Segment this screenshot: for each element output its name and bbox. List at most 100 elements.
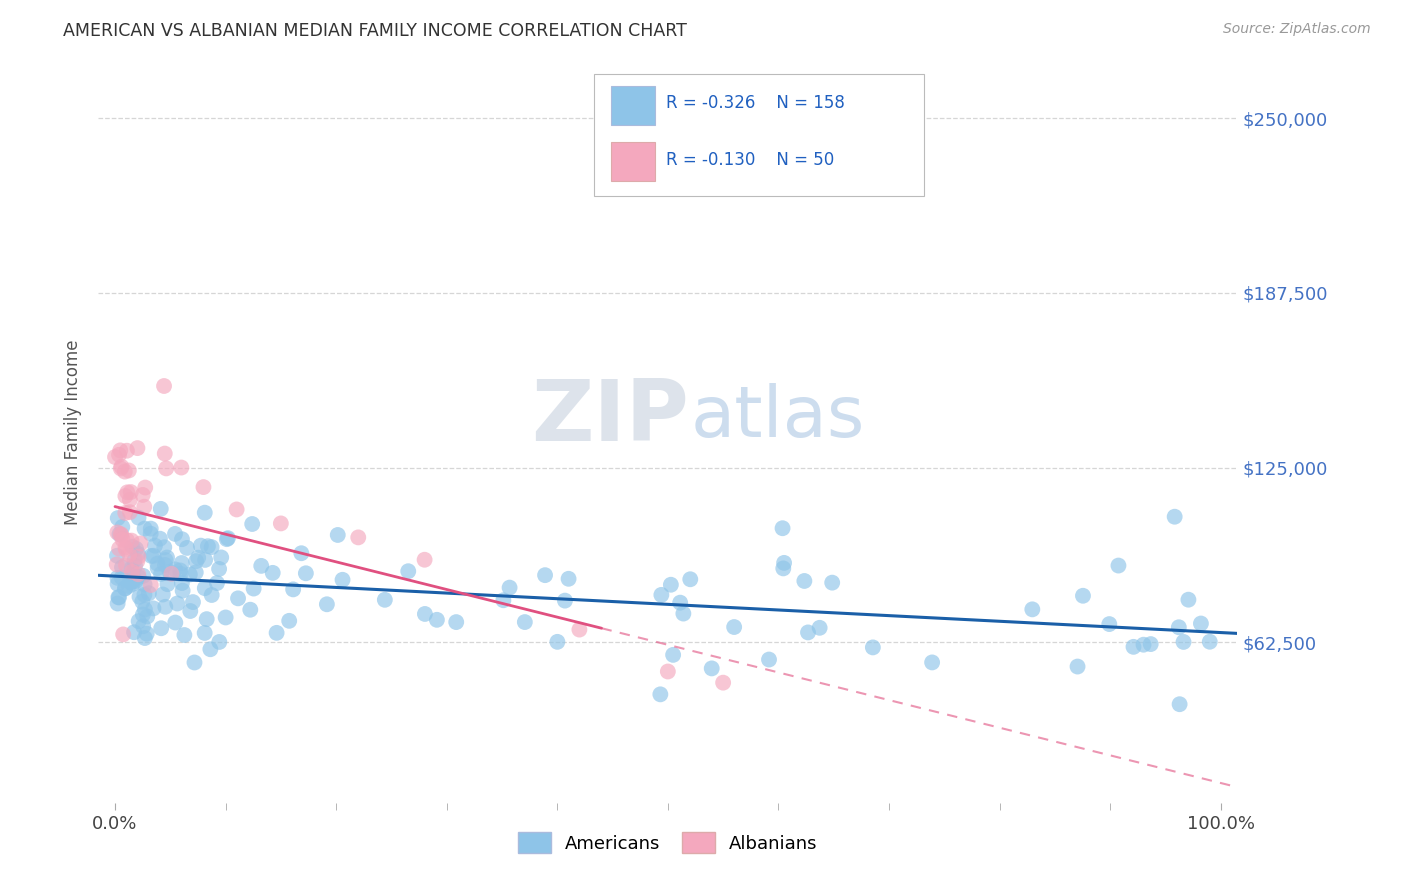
Point xyxy=(114,541,136,555)
Point xyxy=(723,620,745,634)
Point xyxy=(165,615,187,630)
Point xyxy=(290,546,312,560)
Point xyxy=(146,557,169,571)
Point xyxy=(146,561,169,575)
Point xyxy=(132,619,155,633)
Point xyxy=(1098,617,1121,632)
Point xyxy=(650,588,672,602)
Point xyxy=(672,607,695,621)
Point xyxy=(118,548,141,562)
Point xyxy=(332,573,354,587)
Point xyxy=(108,527,131,541)
Point xyxy=(121,574,143,589)
Point xyxy=(110,527,132,541)
Point xyxy=(659,578,682,592)
Point xyxy=(194,506,217,520)
Point xyxy=(679,572,702,586)
Text: AMERICAN VS ALBANIAN MEDIAN FAMILY INCOME CORRELATION CHART: AMERICAN VS ALBANIAN MEDIAN FAMILY INCOM… xyxy=(63,22,688,40)
Point xyxy=(129,536,152,550)
Point xyxy=(107,511,129,525)
Point xyxy=(115,542,138,557)
Point xyxy=(808,621,831,635)
Point xyxy=(112,627,135,641)
Point xyxy=(326,528,349,542)
Point xyxy=(114,506,136,520)
Point xyxy=(554,593,576,607)
Text: ZIP: ZIP xyxy=(531,376,689,459)
Point xyxy=(111,520,134,534)
Point xyxy=(105,558,128,572)
Point xyxy=(118,463,141,477)
Point xyxy=(498,581,520,595)
FancyBboxPatch shape xyxy=(593,73,924,195)
Point xyxy=(772,521,794,535)
Point xyxy=(124,574,146,589)
Point xyxy=(772,561,794,575)
Point xyxy=(201,540,224,554)
Point xyxy=(124,558,146,573)
Point xyxy=(132,569,155,583)
Point xyxy=(374,592,396,607)
Point xyxy=(208,635,231,649)
Point xyxy=(128,570,150,584)
Point xyxy=(115,533,138,548)
Point xyxy=(149,501,172,516)
Point xyxy=(190,539,212,553)
Point xyxy=(107,591,129,605)
Point xyxy=(132,607,155,622)
FancyBboxPatch shape xyxy=(612,87,655,125)
Text: R = -0.326    N = 158: R = -0.326 N = 158 xyxy=(665,95,845,112)
Point xyxy=(208,562,231,576)
Point xyxy=(226,591,249,606)
Point xyxy=(862,640,884,655)
Point xyxy=(115,558,138,573)
Point xyxy=(1177,592,1199,607)
Point xyxy=(413,553,436,567)
Point xyxy=(179,567,201,582)
Point xyxy=(347,530,370,544)
Point xyxy=(250,558,273,573)
Point xyxy=(239,603,262,617)
Point xyxy=(1173,635,1195,649)
Point xyxy=(242,582,264,596)
Point xyxy=(921,656,943,670)
Point xyxy=(118,574,141,589)
Point xyxy=(1107,558,1129,573)
Point xyxy=(127,441,149,455)
Point xyxy=(150,621,173,635)
Point xyxy=(821,575,844,590)
Point xyxy=(1122,640,1144,654)
Point xyxy=(169,564,191,578)
Point xyxy=(107,577,129,591)
Point xyxy=(139,522,162,536)
Point xyxy=(153,379,176,393)
Point xyxy=(149,532,172,546)
Point xyxy=(492,593,515,607)
Legend: Americans, Albanians: Americans, Albanians xyxy=(510,825,825,861)
Point xyxy=(240,516,263,531)
Point xyxy=(200,642,222,657)
Point xyxy=(201,588,224,602)
Point xyxy=(107,571,129,585)
Point xyxy=(160,566,183,581)
Point xyxy=(108,591,131,605)
Point xyxy=(152,587,174,601)
Point xyxy=(134,631,156,645)
Point xyxy=(1163,509,1185,524)
Point xyxy=(183,656,205,670)
Point xyxy=(194,626,217,640)
Point xyxy=(557,572,579,586)
Point xyxy=(138,586,160,600)
Point xyxy=(156,577,179,591)
Point xyxy=(270,516,292,531)
Point xyxy=(155,553,177,567)
Point xyxy=(122,625,145,640)
Point xyxy=(110,461,132,475)
Point xyxy=(1132,638,1154,652)
Point xyxy=(657,665,679,679)
Point xyxy=(139,526,162,541)
Point xyxy=(165,562,187,576)
Point xyxy=(155,599,177,614)
Point xyxy=(170,556,193,570)
Point xyxy=(108,448,131,462)
